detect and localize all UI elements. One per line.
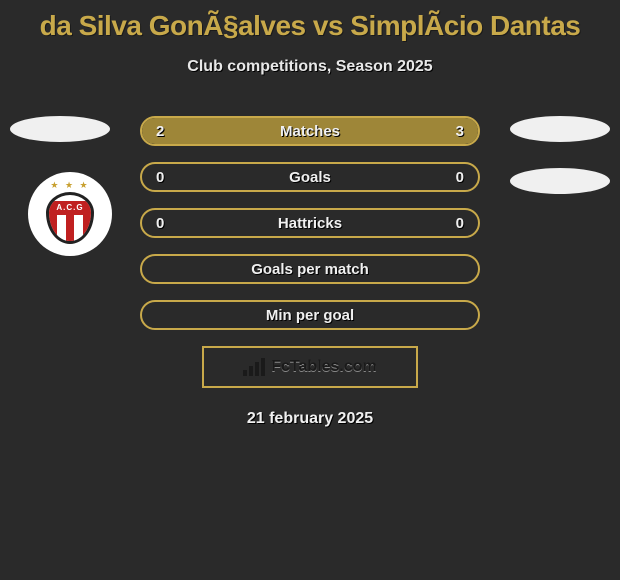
stat-row: 2 Matches 3 — [140, 116, 480, 146]
crest-shield: A.C.G — [46, 192, 94, 244]
page-subtitle: Club competitions, Season 2025 — [0, 58, 620, 76]
stat-row: Goals per match — [140, 254, 480, 284]
crest-text: A.C.G — [49, 201, 91, 215]
stat-value-left: 2 — [156, 123, 164, 140]
branding-box[interactable]: FcTables.com — [202, 346, 418, 388]
stat-label: Goals — [289, 169, 331, 186]
player-right-placeholder-2 — [510, 168, 610, 194]
footer-date: 21 february 2025 — [0, 410, 620, 428]
club-crest-graphic: ★ ★ ★ A.C.G — [42, 182, 98, 246]
stat-row: Min per goal — [140, 300, 480, 330]
stat-row: 0 Goals 0 — [140, 162, 480, 192]
stat-value-right: 0 — [456, 169, 464, 186]
page-title: da Silva GonÃ§alves vs SimplÃ­cio Dantas — [0, 0, 620, 42]
club-logo: ★ ★ ★ A.C.G — [28, 172, 112, 256]
stat-label: Goals per match — [251, 261, 369, 278]
stat-label: Matches — [280, 123, 340, 140]
stat-label: Hattricks — [278, 215, 342, 232]
stat-value-right: 0 — [456, 215, 464, 232]
stat-value-left: 0 — [156, 169, 164, 186]
stat-value-left: 0 — [156, 215, 164, 232]
bar-chart-icon — [243, 358, 265, 376]
player-left-placeholder — [10, 116, 110, 142]
stat-label: Min per goal — [266, 307, 354, 324]
stat-row: 0 Hattricks 0 — [140, 208, 480, 238]
crest-stripes — [49, 215, 91, 241]
crest-stars: ★ ★ ★ — [42, 180, 98, 191]
stats-area: ★ ★ ★ A.C.G 2 Matches 3 0 Goals 0 0 Hattricks 0 G… — [0, 116, 620, 330]
stat-bars: 2 Matches 3 0 Goals 0 0 Hattricks 0 Goals per mat… — [140, 116, 480, 330]
player-right-placeholder-1 — [510, 116, 610, 142]
branding-text: FcTables.com — [271, 358, 377, 376]
stat-value-right: 3 — [456, 123, 464, 140]
